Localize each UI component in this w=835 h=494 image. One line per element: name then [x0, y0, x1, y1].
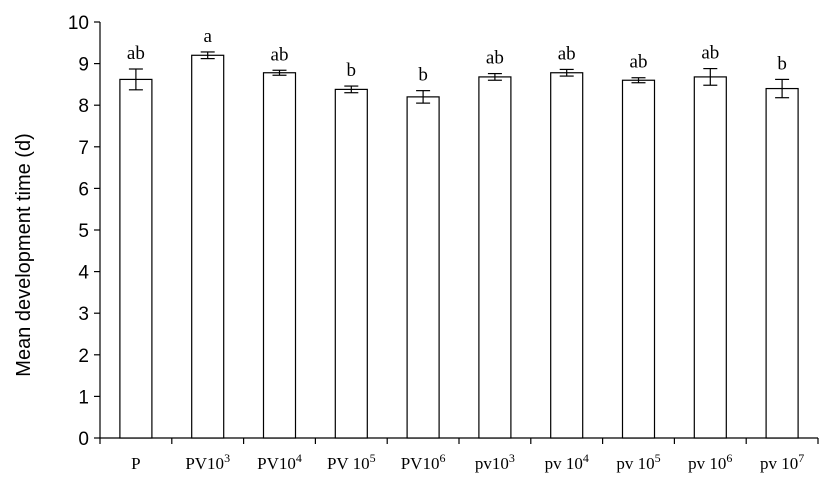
- x-tick-label-exponent: 6: [726, 451, 732, 465]
- significance-label: b: [347, 60, 357, 81]
- x-tick-label-base: PV 10: [327, 454, 370, 473]
- bar: [262, 72, 297, 439]
- y-tick-label: 8: [78, 96, 89, 117]
- significance-label: ab: [486, 48, 504, 69]
- x-tick-label-base: pv 10: [688, 454, 726, 473]
- bar: [334, 88, 368, 439]
- x-tick-label-exponent: 6: [439, 451, 445, 465]
- y-tick-label: 4: [78, 263, 89, 284]
- bar: [478, 76, 512, 439]
- x-tick-label: PV104: [257, 451, 302, 473]
- x-tick-label: pv 107: [760, 451, 804, 473]
- y-tick-label: 1: [78, 387, 89, 408]
- y-tick-label: 9: [78, 55, 89, 76]
- y-tick-label: 5: [78, 221, 89, 242]
- x-tick-label-exponent: 4: [296, 451, 302, 465]
- x-tick-label: P: [131, 454, 140, 473]
- x-tick-label: pv103: [475, 451, 515, 473]
- x-tick-label-base: pv 10: [616, 454, 654, 473]
- significance-label: ab: [271, 44, 289, 65]
- x-tick-label-base: PV10: [257, 454, 296, 473]
- bar: [621, 79, 656, 439]
- x-tick-label-base: PV10: [401, 454, 440, 473]
- x-tick-label: PV 105: [327, 451, 376, 473]
- x-tick-label-base: pv 10: [545, 454, 583, 473]
- bar: [119, 78, 153, 439]
- bar: [550, 72, 584, 439]
- x-tick-label: pv 105: [616, 451, 660, 473]
- x-tick-label-base: PV10: [185, 454, 224, 473]
- y-tick-label: 2: [78, 346, 89, 367]
- y-tick-label: 0: [78, 429, 89, 450]
- y-tick-label: 10: [68, 13, 89, 34]
- bar: [191, 54, 225, 439]
- y-tick-label: 3: [78, 304, 89, 325]
- x-tick-label-exponent: 3: [509, 451, 515, 465]
- significance-label: ab: [701, 43, 719, 64]
- bar: [693, 76, 727, 439]
- significance-label: b: [777, 53, 787, 74]
- x-tick-label-base: pv 10: [760, 454, 798, 473]
- x-tick-label-exponent: 5: [655, 451, 661, 465]
- bars: [119, 51, 799, 439]
- x-tick-label-exponent: 3: [224, 451, 230, 465]
- bar: [406, 96, 440, 439]
- x-tick-label: PV103: [185, 451, 230, 473]
- x-tick-label-base: pv10: [475, 454, 509, 473]
- y-tick-label: 6: [78, 179, 89, 200]
- x-tick-label-base: P: [131, 454, 140, 473]
- y-tick-label: 7: [78, 138, 89, 159]
- x-tick-label: pv 104: [545, 451, 589, 473]
- significance-label: ab: [630, 52, 648, 73]
- x-tick-label: PV106: [401, 451, 446, 473]
- y-axis-label: Mean development time (d): [13, 133, 35, 376]
- bar: [765, 87, 799, 439]
- significance-label: ab: [127, 43, 145, 64]
- x-tick-label-exponent: 4: [583, 451, 589, 465]
- x-tick-label: pv 106: [688, 451, 732, 473]
- significance-label: ab: [558, 43, 576, 64]
- significance-label: b: [418, 65, 428, 86]
- x-tick-label-exponent: 5: [370, 451, 376, 465]
- x-tick-label-exponent: 7: [798, 451, 804, 465]
- significance-label: a: [203, 26, 212, 47]
